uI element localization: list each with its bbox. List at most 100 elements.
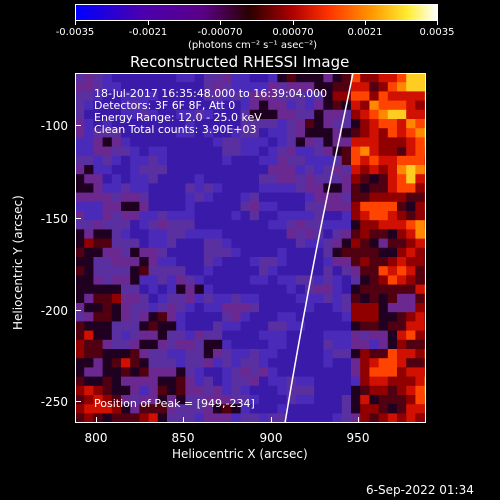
image-pixel [387, 367, 398, 378]
image-pixel [75, 339, 85, 350]
image-pixel [323, 211, 334, 221]
image-pixel [84, 367, 94, 378]
image-pixel [369, 367, 380, 378]
image-pixel [84, 100, 94, 111]
image-pixel [75, 275, 85, 286]
image-pixel [351, 146, 361, 157]
image-pixel [323, 137, 334, 148]
image-pixel [111, 367, 122, 378]
image-pixel [378, 321, 389, 332]
image-pixel [139, 73, 150, 83]
image-pixel [397, 109, 407, 120]
image-pixel [222, 165, 232, 175]
image-pixel [240, 146, 251, 157]
image-pixel [157, 358, 168, 368]
image-pixel [222, 155, 232, 166]
image-pixel [277, 211, 288, 221]
image-pixel [314, 312, 324, 322]
image-pixel [139, 91, 150, 102]
image-pixel [397, 395, 407, 405]
image-pixel [157, 201, 168, 212]
image-pixel [222, 183, 232, 194]
image-pixel [249, 82, 260, 92]
image-pixel [240, 293, 251, 304]
image-pixel [341, 211, 352, 221]
image-pixel [139, 284, 150, 295]
image-pixel [75, 303, 85, 313]
image-pixel [351, 339, 361, 350]
image-pixel [268, 247, 278, 258]
image-pixel [415, 293, 426, 304]
image-pixel [332, 395, 343, 405]
image-pixel [139, 303, 150, 313]
image-pixel [93, 303, 104, 313]
image-pixel [93, 137, 104, 148]
image-pixel [75, 220, 85, 230]
image-pixel [121, 238, 131, 249]
image-pixel [148, 385, 159, 396]
image-pixel [397, 376, 407, 387]
image-pixel [369, 312, 380, 322]
image-pixel [194, 165, 205, 175]
image-pixel [194, 395, 205, 405]
image-pixel [130, 229, 140, 240]
image-pixel [240, 413, 251, 423]
image-pixel [130, 238, 140, 249]
image-pixel [222, 128, 232, 138]
image-pixel [157, 284, 168, 295]
image-pixel [397, 192, 407, 203]
image-pixel [259, 146, 269, 157]
image-pixel [387, 312, 398, 322]
image-pixel [84, 82, 94, 92]
image-pixel [222, 201, 232, 212]
image-pixel [213, 376, 223, 387]
image-pixel [378, 284, 389, 295]
image-pixel [369, 339, 380, 350]
image-pixel [185, 128, 196, 138]
image-pixel [102, 238, 113, 249]
image-pixel [305, 266, 315, 276]
image-pixel [268, 100, 278, 111]
image-pixel [351, 395, 361, 405]
image-pixel [286, 321, 297, 332]
image-pixel [84, 413, 94, 423]
image-pixel [167, 174, 177, 184]
image-pixel [213, 367, 223, 378]
image-pixel [231, 109, 242, 120]
image-pixel [332, 238, 343, 249]
image-pixel [369, 82, 380, 92]
image-pixel [203, 284, 214, 295]
image-pixel [139, 109, 150, 120]
image-pixel [286, 404, 297, 414]
image-pixel [259, 100, 269, 111]
image-pixel [240, 312, 251, 322]
image-pixel [93, 201, 104, 212]
image-pixel [341, 73, 352, 83]
image-pixel [84, 238, 94, 249]
image-pixel [305, 404, 315, 414]
image-pixel [121, 229, 131, 240]
image-pixel [203, 312, 214, 322]
image-pixel [84, 385, 94, 396]
image-pixel [259, 119, 269, 129]
image-pixel [75, 229, 85, 240]
image-pixel [332, 349, 343, 359]
image-pixel [369, 119, 380, 129]
image-pixel [323, 165, 334, 175]
image-pixel [157, 321, 168, 332]
image-pixel [111, 211, 122, 221]
colorbar-tick [365, 21, 366, 25]
image-pixel [231, 238, 242, 249]
image-pixel [341, 284, 352, 295]
image-pixel [84, 376, 94, 387]
image-pixel [93, 73, 104, 83]
image-pixel [332, 119, 343, 129]
image-pixel [323, 155, 334, 166]
image-pixel [167, 312, 177, 322]
image-pixel [111, 312, 122, 322]
image-pixel [111, 404, 122, 414]
colorbar-tick [293, 21, 294, 25]
image-pixel [378, 339, 389, 350]
image-pixel [84, 358, 94, 368]
image-pixel [286, 367, 297, 378]
